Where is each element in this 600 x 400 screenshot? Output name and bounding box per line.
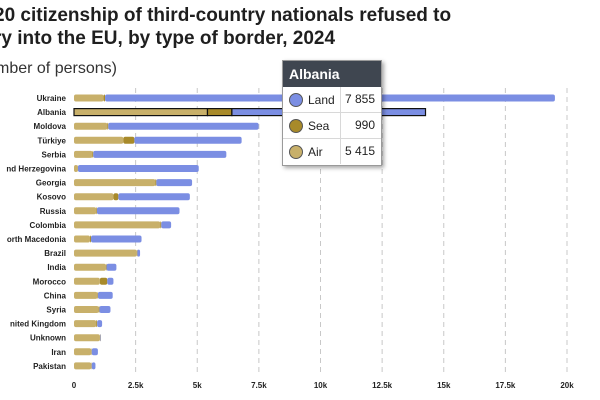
category-label: China — [44, 291, 67, 300]
bar-sea — [123, 136, 135, 144]
bar-sea — [98, 306, 100, 313]
category-label: Georgia — [36, 179, 67, 188]
bar-sea — [103, 94, 106, 102]
bar-sea — [160, 221, 162, 229]
category-label: Kosovo — [37, 193, 66, 202]
tooltip-row-land: Land 7 855 — [283, 87, 381, 113]
bar-land — [93, 150, 227, 158]
category-label: Pakistan — [33, 362, 66, 371]
bar-land — [107, 277, 114, 285]
category-label: Albania — [37, 108, 66, 117]
bar-air — [74, 320, 97, 328]
bar-air — [74, 150, 93, 158]
category-label: nited Kingdom — [10, 320, 66, 329]
bar-air — [74, 94, 104, 102]
bar-sea — [96, 320, 98, 328]
bar-land — [99, 306, 111, 313]
bar-land — [156, 179, 193, 187]
bar-land — [108, 122, 259, 130]
category-label: Moldova — [34, 122, 67, 131]
tooltip-row-air: Air 5 415 — [283, 139, 381, 164]
bar-air — [74, 277, 100, 285]
category-label: nd Herzegovina — [6, 165, 66, 174]
bar-air — [74, 193, 114, 201]
bar-air — [74, 235, 91, 243]
bar-air — [74, 291, 98, 299]
sea-marker-icon — [289, 118, 303, 133]
x-tick-label: 12.5k — [372, 381, 393, 390]
category-label: Unknown — [30, 334, 66, 343]
bar-land — [161, 221, 172, 229]
bar-land — [91, 362, 96, 370]
air-marker-icon — [289, 144, 303, 159]
bar-land — [96, 207, 180, 215]
bar-air — [74, 221, 161, 229]
bar-land — [91, 348, 98, 356]
category-label: orth Macedonia — [7, 235, 67, 244]
bar-sea — [90, 235, 92, 243]
category-label: Syria — [46, 306, 66, 315]
category-label: Iran — [51, 348, 66, 357]
bar-land — [137, 249, 141, 257]
x-tick-label: 15k — [437, 381, 451, 390]
bar-air — [74, 122, 108, 130]
tooltip-title: Albania — [283, 61, 381, 87]
bar-sea — [155, 179, 157, 187]
bar-air — [74, 165, 78, 172]
bar-air — [74, 207, 97, 215]
category-label: Türkiye — [38, 136, 67, 145]
bar-sea — [92, 150, 94, 158]
tooltip-value: 7 855 — [340, 87, 381, 112]
bar-air — [74, 348, 92, 356]
x-tick-label: 10k — [314, 381, 328, 390]
bar-land — [134, 136, 242, 144]
bar-land — [118, 193, 190, 201]
bar-air — [74, 249, 137, 257]
bar-air — [74, 334, 100, 342]
category-label: Russia — [40, 207, 67, 216]
tooltip: Albania Land 7 855 Sea 990 Air 5 415 — [282, 60, 382, 166]
category-label: Serbia — [42, 150, 67, 159]
bar-land — [97, 291, 113, 299]
bar-sea — [107, 122, 109, 130]
category-label: Colombia — [30, 221, 67, 230]
bar-sea — [113, 193, 119, 201]
category-label: Brazil — [44, 249, 66, 258]
land-marker-icon — [289, 92, 303, 107]
tooltip-value: 5 415 — [340, 139, 381, 164]
bar-land — [97, 320, 103, 328]
x-tick-label: 17.5k — [495, 381, 516, 390]
bar-sea — [96, 207, 97, 215]
bar-air — [74, 306, 99, 313]
bar-land — [77, 165, 199, 172]
tooltip-label: Land — [308, 92, 335, 107]
bar-land — [91, 235, 142, 243]
x-tick-label: 5k — [193, 381, 202, 390]
bar-air — [74, 136, 124, 144]
tooltip-label: Air — [308, 144, 323, 159]
tooltip-label: Sea — [308, 118, 330, 133]
category-label: Morocco — [33, 277, 66, 286]
bar-air — [74, 362, 92, 370]
tooltip-value: 990 — [340, 113, 381, 138]
category-label: Ukraine — [37, 94, 67, 103]
bar-air — [73, 107, 209, 117]
bar-sea — [206, 107, 233, 117]
bar-sea — [99, 277, 108, 285]
bar-air — [74, 179, 156, 187]
tooltip-row-sea: Sea 990 — [283, 113, 381, 139]
chart-title: 20 citizenship of third-country national… — [0, 5, 452, 49]
category-label: India — [47, 263, 66, 272]
x-tick-label: 2.5k — [128, 381, 144, 390]
x-tick-label: 0 — [72, 381, 77, 390]
chart-subtitle: mber of persons) — [0, 60, 117, 77]
bar-air — [74, 263, 107, 271]
x-tick-label: 20k — [560, 381, 574, 390]
bar-land — [106, 263, 117, 271]
x-tick-label: 7.5k — [251, 381, 267, 390]
